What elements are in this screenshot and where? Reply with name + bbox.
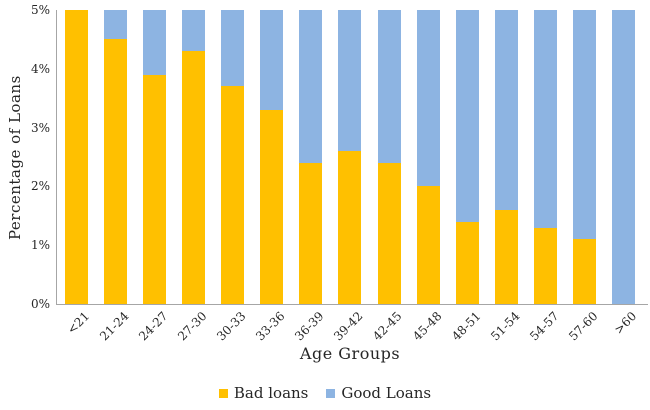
x-tick-label: 39-42 [331,309,366,344]
legend: Bad loans Good Loans [0,383,650,403]
x-tick-label: 51-54 [487,309,523,344]
bar-21-24 [104,10,128,304]
x-axis-line [56,304,648,305]
good-loans-segment [260,10,284,110]
bar-slot [57,10,96,304]
legend-label-good-loans: Good Loans [341,384,432,402]
x-tick-label: 36-39 [292,309,327,344]
bad-loans-segment [260,109,284,304]
legend-item-bad-loans: Bad loans [218,384,309,402]
bar-slot [174,10,213,304]
x-tick-label: >60 [611,309,640,337]
y-tick-label: 5% [30,3,50,17]
bar-39-42 [338,10,362,304]
bar-54-57 [533,10,557,304]
bar-57-60 [572,10,596,304]
bar-slot [487,10,526,304]
x-axis-title: Age Groups [299,344,401,363]
bar->60 [611,10,635,304]
bar-slot [291,10,330,304]
y-axis-title: Percentage of Loans [6,75,24,240]
x-tick-label: 54-57 [526,309,562,344]
good-loans-segment [143,10,167,75]
good-loans-segment [377,10,401,163]
x-tick-label: 45-48 [409,309,445,344]
bad-loans-segment [494,209,518,304]
good-loans-segment [299,10,323,163]
bar-24-27 [143,10,167,304]
bar-slot [409,10,448,304]
legend-item-good-loans: Good Loans [326,384,431,402]
x-tick-label: 30-33 [214,309,249,344]
good-loans-segment [338,10,362,152]
good-loans-segment [221,10,245,87]
bad-loans-segment [377,162,401,304]
y-axis-line [56,10,57,304]
bad-loans-segment [533,227,557,304]
x-tick-label: 33-36 [253,309,288,344]
bar-slot [135,10,174,304]
bad-loans-segment [182,51,206,304]
bar-slot [96,10,135,304]
good-loans-segment [455,10,479,222]
bad-loans-segment [65,10,89,304]
bar-36-39 [299,10,323,304]
bar-27-30 [182,10,206,304]
bar-45-48 [416,10,440,304]
y-tick-label: 3% [30,120,50,135]
y-tick-label: 2% [30,179,50,194]
bar-slot [330,10,369,304]
bar-<21 [65,10,89,304]
x-tick-label: 24-27 [136,309,171,344]
x-tick-label: 42-45 [370,309,405,344]
bar-slot [565,10,604,304]
bar-42-45 [377,10,401,304]
bad-loans-segment [455,221,479,304]
bad-loans-segment [104,39,128,304]
bad-loans-segment [572,239,596,304]
bad-loans-segment [416,186,440,304]
bar-51-54 [494,10,518,304]
bad-loans-segment [299,162,323,304]
x-tick-label: <21 [64,309,93,337]
x-tick-label: 27-30 [175,309,210,344]
bar-30-33 [221,10,245,304]
legend-label-bad-loans: Bad loans [233,384,309,402]
bars-container [57,10,643,304]
bar-48-51 [455,10,479,304]
good-loans-segment [611,10,635,304]
good-loans-segment [416,10,440,187]
bad-loans-segment [143,74,167,304]
bad-loans-swatch-icon [218,388,228,398]
y-tick-label: 0% [30,297,50,311]
x-tick-label: 21-24 [97,309,132,344]
y-tick-label: 4% [30,61,50,76]
bar-slot [213,10,252,304]
bar-slot [448,10,487,304]
y-tick-label: 1% [30,238,50,253]
x-tick-label: 57-60 [565,309,601,344]
good-loans-segment [104,10,128,40]
bar-slot [526,10,565,304]
good-loans-segment [494,10,518,210]
good-loans-segment [572,10,596,240]
plot-area [56,10,648,305]
good-loans-segment [533,10,557,228]
bad-loans-segment [338,151,362,304]
bar-slot [252,10,291,304]
bar-slot [370,10,409,304]
bad-loans-segment [221,86,245,304]
x-tick-label: 48-51 [448,309,484,344]
bar-33-36 [260,10,284,304]
bar-slot [604,10,643,304]
good-loans-swatch-icon [326,388,336,398]
good-loans-segment [182,10,206,52]
